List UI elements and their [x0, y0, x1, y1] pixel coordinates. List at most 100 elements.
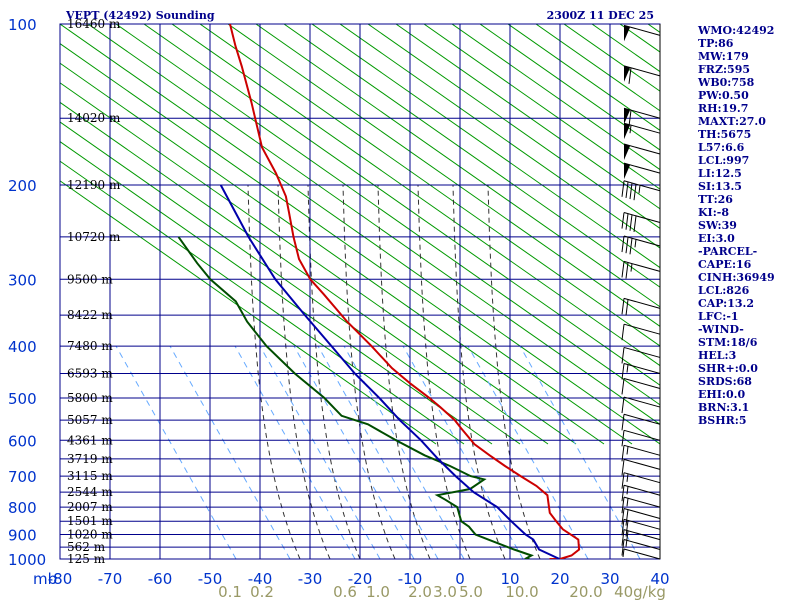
mixing-ratio-line	[293, 345, 415, 559]
dry-adiabat-line	[479, 24, 660, 151]
pressure-tick-label: 1000	[8, 551, 46, 569]
height-label: 9500 m	[67, 272, 113, 286]
pressure-unit-label: mb	[33, 570, 57, 588]
wind-barb-half-flag	[622, 548, 625, 558]
temperature-tick-label: 30	[600, 570, 619, 588]
wind-barb-flag	[621, 414, 625, 431]
wind-barb-flag	[621, 396, 625, 414]
wind-barb-half-flag	[638, 185, 641, 194]
wind-barb-flag	[621, 430, 625, 447]
index-item: TH:5675	[698, 128, 752, 141]
index-item: BSHR:5	[698, 414, 747, 427]
index-item: L57:6.6	[698, 141, 745, 154]
index-item: SRDS:68	[698, 375, 752, 388]
index-item: TP:86	[698, 37, 734, 50]
mixing-ratio-label: 0.1	[218, 583, 242, 600]
height-label: 2007 m	[67, 500, 113, 514]
height-label: 8422 m	[67, 308, 113, 322]
wind-barb-pennant	[624, 65, 630, 82]
wind-barb-flag	[621, 212, 625, 229]
wind-barb-staff	[623, 260, 661, 272]
height-label: 5800 m	[67, 391, 113, 405]
wind-barb-staff	[623, 122, 661, 134]
wind-barb-flag	[625, 262, 629, 279]
index-item: WB0:758	[698, 76, 755, 89]
dry-adiabat-line	[339, 24, 660, 249]
height-label: 1020 m	[67, 528, 113, 542]
wind-barb-staff	[623, 180, 661, 192]
height-label: 16460 m	[67, 17, 121, 31]
wind-barb-staff	[623, 362, 661, 374]
wind-barb-pennant	[624, 144, 630, 161]
moist-adiabat-line	[487, 185, 541, 559]
height-label: 3115 m	[67, 469, 113, 483]
wind-barb-staff	[623, 484, 661, 496]
height-label: 12190 m	[67, 178, 121, 192]
wind-barb-staff	[623, 297, 661, 309]
mixing-ratio-label: 10.0	[505, 583, 538, 600]
dry-adiabat-line	[60, 82, 577, 445]
wind-barb-staff	[623, 472, 661, 484]
sounding-series	[177, 24, 581, 559]
mixing-ratio-line	[467, 345, 589, 559]
temperature-tick-label: -20	[348, 570, 373, 588]
height-label: 1501 m	[67, 514, 113, 528]
pressure-tick-label: 600	[8, 432, 37, 450]
mixing-ratio-label: 3.0	[433, 583, 457, 600]
wind-barb-staff	[623, 458, 661, 470]
temperature-tick-label: -50	[198, 570, 223, 588]
height-label: 562 m	[67, 540, 106, 554]
wind-barb-flag	[625, 520, 629, 537]
index-item: CINH:36949	[698, 271, 775, 284]
wind-barb-flag	[621, 378, 625, 395]
pressure-tick-label: 400	[8, 338, 37, 356]
wind-barb-flag	[621, 497, 625, 514]
dry-adiabat-line	[367, 24, 660, 230]
wind-barb-flag	[629, 238, 633, 255]
dry-adiabat-line	[60, 121, 521, 445]
wind-barb-flag	[633, 215, 637, 232]
dry-adiabat-line	[311, 24, 660, 269]
temperature-tick-label: -40	[248, 570, 273, 588]
index-item: CAP:13.2	[698, 297, 755, 310]
index-item: TT:26	[698, 193, 733, 206]
mixing-ratio-label: 0.2	[250, 583, 274, 600]
dry-adiabat-line	[60, 42, 633, 445]
wind-barb-staff	[623, 24, 661, 36]
pressure-tick-label: 500	[8, 390, 37, 408]
index-item: -WIND-	[698, 323, 744, 336]
wind-barb-staff	[623, 518, 661, 530]
height-label: 3719 m	[67, 452, 113, 466]
dry-adiabat-line	[451, 24, 660, 171]
mixing-ratio-label: 5.0	[459, 583, 483, 600]
mixing-ratio-label: 20.0	[569, 583, 602, 600]
index-item: KI:-8	[698, 206, 729, 219]
index-item: EHI:0.0	[698, 388, 746, 401]
mixing-ratio-line	[115, 345, 237, 559]
index-item: LI:12.5	[698, 167, 742, 180]
index-item: -PARCEL-	[698, 245, 758, 258]
chart-time: 2300Z 11 DEC 25	[547, 9, 654, 22]
pressure-tick-label: 700	[8, 468, 37, 486]
dry-adiabat-line	[60, 160, 465, 445]
wind-barb-staff	[623, 107, 661, 119]
wind-barb-flag	[629, 214, 633, 231]
temperature-tick-label: -60	[148, 570, 173, 588]
height-label: 4361 m	[67, 433, 113, 447]
dry-adiabat-line	[395, 24, 660, 210]
mixing-ratio-line	[519, 345, 641, 559]
mixing-ratio-label: 1.0	[366, 583, 390, 600]
wind-barb-flag	[629, 182, 633, 200]
wind-barb-flag	[628, 110, 632, 127]
index-item: LCL:826	[698, 284, 750, 297]
wind-barb-staff	[623, 235, 661, 247]
height-label: 125 m	[67, 552, 106, 566]
dry-adiabat-line	[199, 24, 660, 347]
temperature-tick-label: 0	[455, 570, 465, 588]
temperature-tick-label: -10	[398, 570, 423, 588]
wind-barb-flag	[621, 445, 625, 462]
wind-barb-flag	[628, 67, 632, 84]
dry-adiabat-line	[423, 24, 660, 190]
index-item: SHR+:0.0	[698, 362, 758, 375]
